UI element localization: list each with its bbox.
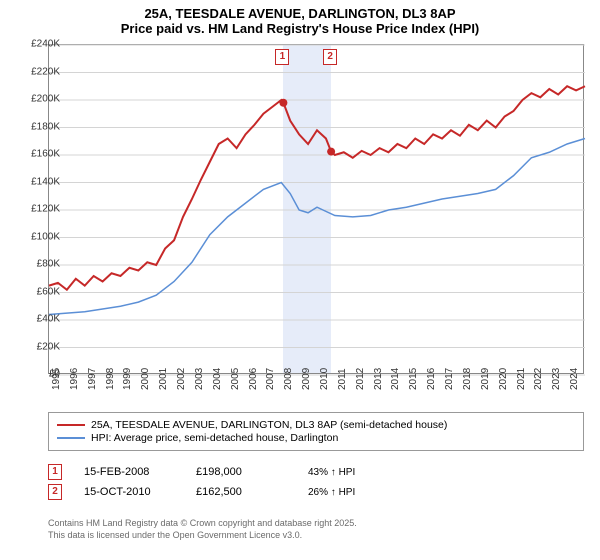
x-tick-label: 2012 [355, 368, 366, 390]
chart-marker-2: 2 [323, 49, 337, 65]
title-line2: Price paid vs. HM Land Registry's House … [10, 21, 590, 36]
legend-label-hpi: HPI: Average price, semi-detached house,… [91, 432, 338, 444]
transaction-marker-1: 1 [48, 464, 62, 480]
series-property-line [49, 86, 585, 290]
x-tick-label: 1995 [51, 368, 62, 390]
x-tick-label: 2019 [480, 368, 491, 390]
x-tick-label: 2024 [569, 368, 580, 390]
transaction-hpi-delta: 43% ↑ HPI [308, 467, 398, 478]
x-tick-label: 2017 [444, 368, 455, 390]
x-tick-label: 2020 [498, 368, 509, 390]
x-tick-label: 2016 [426, 368, 437, 390]
x-tick-label: 2004 [212, 368, 223, 390]
chart-marker-1: 1 [275, 49, 289, 65]
x-tick-label: 2001 [158, 368, 169, 390]
y-tick-label: £40K [20, 314, 60, 325]
x-tick-label: 2003 [194, 368, 205, 390]
transaction-marker-2: 2 [48, 484, 62, 500]
y-tick-label: £200K [20, 94, 60, 105]
y-tick-label: £140K [20, 176, 60, 187]
x-tick-label: 1999 [122, 368, 133, 390]
x-tick-label: 2022 [533, 368, 544, 390]
transaction-date: 15-FEB-2008 [84, 466, 174, 478]
grid-lines [49, 45, 585, 375]
x-tick-label: 2006 [248, 368, 259, 390]
x-tick-label: 2018 [462, 368, 473, 390]
y-tick-label: £120K [20, 204, 60, 215]
x-tick-label: 2023 [551, 368, 562, 390]
x-tick-label: 2008 [283, 368, 294, 390]
title-block: 25A, TEESDALE AVENUE, DARLINGTON, DL3 8A… [0, 0, 600, 40]
x-tick-label: 2009 [301, 368, 312, 390]
x-tick-label: 2007 [265, 368, 276, 390]
x-tick-label: 2010 [319, 368, 330, 390]
transaction-price: £198,000 [196, 466, 286, 478]
transaction-date: 15-OCT-2010 [84, 486, 174, 498]
chart-container: 25A, TEESDALE AVENUE, DARLINGTON, DL3 8A… [0, 0, 600, 560]
y-tick-label: £20K [20, 341, 60, 352]
footer-line2: This data is licensed under the Open Gov… [48, 530, 584, 542]
transaction-row: 1 15-FEB-2008 £198,000 43% ↑ HPI [48, 464, 584, 480]
legend-box: 25A, TEESDALE AVENUE, DARLINGTON, DL3 8A… [48, 412, 584, 451]
x-tick-label: 1996 [69, 368, 80, 390]
transaction-price: £162,500 [196, 486, 286, 498]
y-tick-label: £100K [20, 231, 60, 242]
legend-row-property: 25A, TEESDALE AVENUE, DARLINGTON, DL3 8A… [57, 419, 575, 431]
chart-svg [49, 45, 583, 373]
y-tick-label: £60K [20, 286, 60, 297]
chart-plot-area [48, 44, 584, 374]
series-hpi-line [49, 139, 585, 315]
footer-line1: Contains HM Land Registry data © Crown c… [48, 518, 584, 530]
y-tick-label: £240K [20, 39, 60, 50]
x-tick-label: 2005 [230, 368, 241, 390]
marker-dot [279, 99, 287, 107]
legend-swatch-hpi [57, 437, 85, 439]
transaction-row: 2 15-OCT-2010 £162,500 26% ↑ HPI [48, 484, 584, 500]
legend-swatch-property [57, 424, 85, 426]
x-tick-label: 2011 [337, 368, 348, 390]
marker-dot [327, 148, 335, 156]
y-tick-label: £80K [20, 259, 60, 270]
y-tick-label: £160K [20, 149, 60, 160]
y-tick-label: £220K [20, 66, 60, 77]
title-line1: 25A, TEESDALE AVENUE, DARLINGTON, DL3 8A… [10, 6, 590, 21]
transaction-rows: 1 15-FEB-2008 £198,000 43% ↑ HPI 2 15-OC… [48, 460, 584, 504]
footer-attribution: Contains HM Land Registry data © Crown c… [48, 518, 584, 541]
x-tick-label: 1997 [87, 368, 98, 390]
legend-row-hpi: HPI: Average price, semi-detached house,… [57, 432, 575, 444]
x-tick-label: 2015 [408, 368, 419, 390]
x-tick-label: 2002 [176, 368, 187, 390]
x-tick-label: 1998 [105, 368, 116, 390]
x-tick-label: 2013 [373, 368, 384, 390]
x-tick-label: 2021 [516, 368, 527, 390]
x-tick-label: 2000 [140, 368, 151, 390]
transaction-hpi-delta: 26% ↑ HPI [308, 487, 398, 498]
legend-label-property: 25A, TEESDALE AVENUE, DARLINGTON, DL3 8A… [91, 419, 447, 431]
y-tick-label: £180K [20, 121, 60, 132]
x-tick-label: 2014 [390, 368, 401, 390]
